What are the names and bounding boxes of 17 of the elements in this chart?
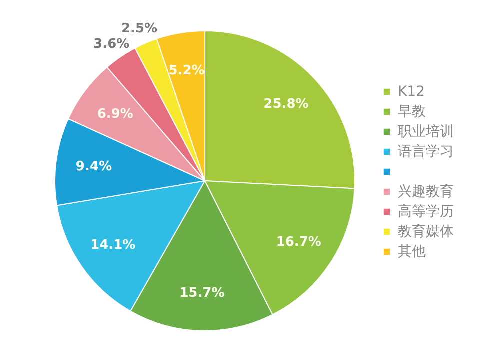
legend-label: 兴趣教育 — [398, 183, 454, 200]
data-label: 3.6% — [94, 36, 130, 52]
data-label: 15.7% — [180, 286, 225, 301]
legend-label: K12 — [398, 84, 425, 100]
legend-label: 职业培训 — [398, 124, 454, 140]
data-label: 2.5% — [121, 21, 158, 36]
legend-label: 其他 — [398, 244, 426, 260]
legend-label: 高等学历 — [398, 204, 454, 220]
data-label: 16.7% — [276, 235, 322, 250]
legend-label: 语言学习 — [398, 144, 454, 160]
legend-label: 早教 — [398, 104, 426, 120]
data-label: 25.8% — [264, 96, 309, 112]
data-label: 14.1% — [90, 238, 136, 254]
data-label: 5.2% — [168, 63, 205, 78]
legend-label: 教育媒体 — [398, 223, 454, 240]
data-label: 9.4% — [76, 159, 112, 174]
data-label: 6.9% — [97, 106, 134, 122]
